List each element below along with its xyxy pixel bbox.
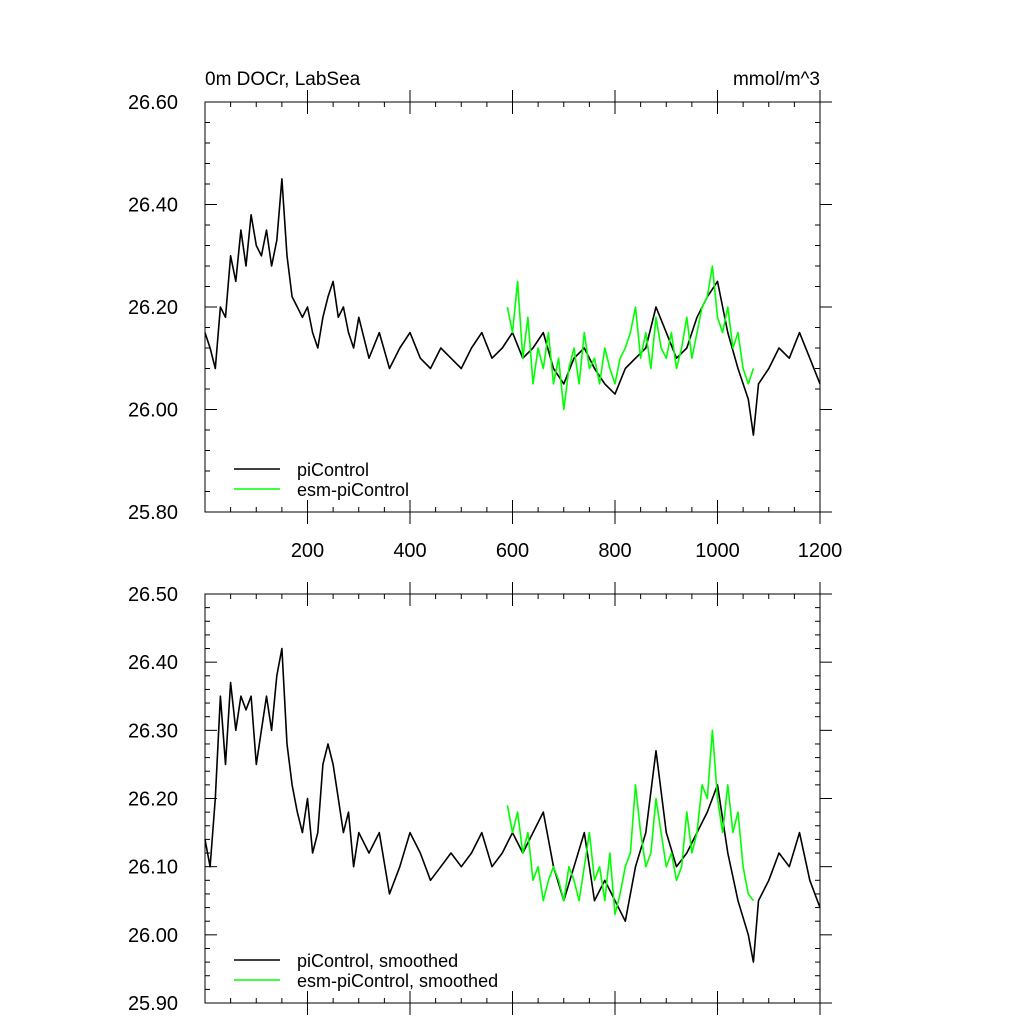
y-tick-label: 26.60 xyxy=(128,92,178,114)
y-tick-label: 26.20 xyxy=(128,789,178,811)
x-tick-label: 1000 xyxy=(695,540,740,562)
y-tick-label: 25.80 xyxy=(128,502,178,524)
plot-frame xyxy=(204,593,821,1004)
series-line-esm-picontrol xyxy=(506,265,755,411)
y-tick-label: 25.90 xyxy=(128,993,178,1015)
y-tick-label: 26.00 xyxy=(128,925,178,947)
y-tick-label: 26.40 xyxy=(128,652,178,674)
legend-label: piControl, smoothed xyxy=(297,951,458,971)
legend-label: esm-piControl, smoothed xyxy=(297,971,498,991)
chart-title: 0m DOCr, LabSea xyxy=(205,69,361,90)
series-line-esm-picontrol xyxy=(506,729,755,916)
x-tick-label: 1200 xyxy=(798,540,843,562)
x-tick-label: 400 xyxy=(393,540,426,562)
y-tick-label: 26.10 xyxy=(128,857,178,879)
units-label: mmol/m^3 xyxy=(733,69,820,90)
series-line-picontrol xyxy=(204,647,821,963)
y-tick-label: 26.00 xyxy=(128,400,178,422)
legend-label: piControl xyxy=(297,460,369,480)
plot-top: 0m DOCr, LabSea mmol/m^3 200 400 600 800 100… xyxy=(128,69,842,562)
x-tick-label: 600 xyxy=(496,540,529,562)
y-tick-label: 26.20 xyxy=(128,297,178,319)
series-line-picontrol xyxy=(204,178,821,436)
y-tick-label: 26.40 xyxy=(128,195,178,217)
x-tick-label: 200 xyxy=(291,540,324,562)
y-tick-label: 26.30 xyxy=(128,720,178,742)
y-tick-label: 26.50 xyxy=(128,584,178,606)
x-tick-label: 800 xyxy=(598,540,631,562)
plot-bottom: 25.90 26.00 26.10 26.20 26.30 26.40 26.50 piCon… xyxy=(128,582,832,1015)
legend-label: esm-piControl xyxy=(297,480,409,500)
